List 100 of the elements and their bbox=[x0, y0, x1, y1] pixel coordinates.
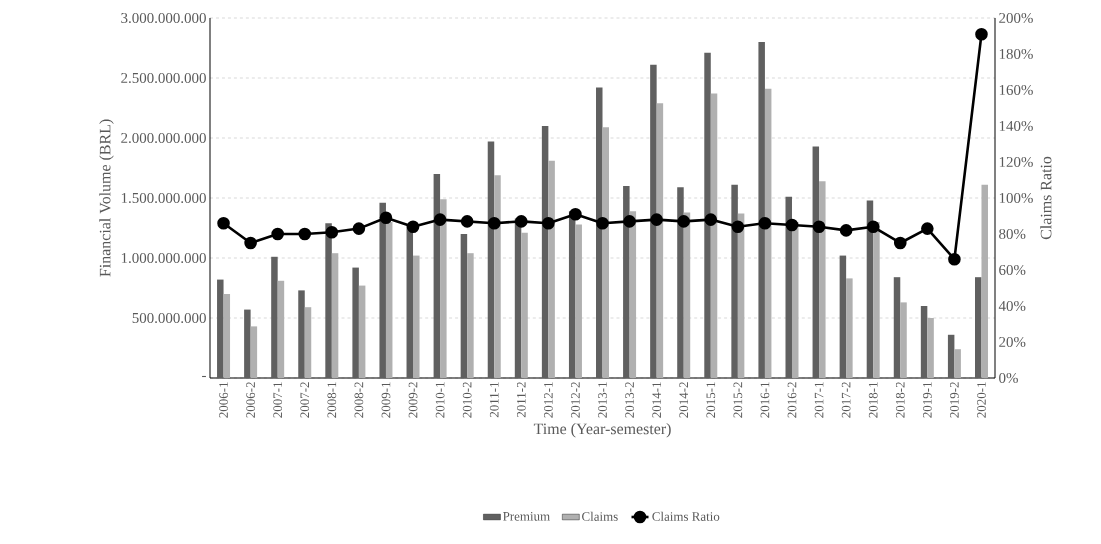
bar bbox=[650, 64, 657, 378]
x-tick-label: 2013-2 bbox=[625, 382, 634, 418]
y2-tick-label: 40% bbox=[998, 300, 1026, 312]
point bbox=[298, 227, 312, 241]
bar bbox=[785, 196, 792, 378]
bar bbox=[440, 199, 447, 378]
bar bbox=[521, 232, 528, 378]
x-tick-label: 2013-1 bbox=[598, 382, 607, 418]
y2-tick-label: 160% bbox=[999, 84, 1033, 96]
point bbox=[677, 215, 691, 228]
y2-tick-label: 0% bbox=[999, 372, 1018, 384]
point bbox=[975, 27, 988, 41]
point bbox=[515, 215, 528, 228]
y2-tick-label: 20% bbox=[999, 336, 1026, 348]
legend-label: Claims bbox=[582, 511, 618, 521]
x-tick-label: 2008-1 bbox=[327, 382, 337, 418]
point bbox=[623, 215, 636, 228]
bar bbox=[325, 223, 332, 378]
x-tick-label: 2015-2 bbox=[733, 382, 743, 418]
bar bbox=[379, 202, 386, 378]
bar bbox=[298, 290, 305, 378]
bar bbox=[331, 253, 339, 378]
bar bbox=[839, 255, 847, 378]
bar bbox=[385, 221, 393, 378]
x-tick-label: 2008-2 bbox=[354, 382, 364, 418]
y2-tick-label: 100% bbox=[999, 192, 1033, 204]
bar bbox=[217, 279, 224, 378]
y2-tick-label: 200% bbox=[999, 12, 1033, 24]
x-tick-label: 2018-2 bbox=[895, 382, 905, 418]
bar bbox=[277, 280, 285, 378]
y2-tick-label: 140% bbox=[999, 120, 1033, 132]
bar bbox=[846, 278, 853, 378]
x-tick-label: 2015-1 bbox=[706, 382, 716, 418]
y-tick-label: 3.000.000.000 bbox=[121, 12, 206, 24]
point bbox=[352, 222, 366, 235]
point bbox=[758, 216, 772, 230]
point bbox=[325, 225, 339, 239]
x-tick-label: 2019-2 bbox=[950, 382, 959, 418]
bar bbox=[927, 317, 934, 378]
bar bbox=[623, 185, 630, 378]
point bbox=[244, 236, 257, 250]
point bbox=[379, 211, 393, 225]
y2-tick-label: 80% bbox=[999, 228, 1026, 240]
x-tick-label: 2007-2 bbox=[300, 382, 310, 418]
point bbox=[271, 227, 284, 241]
x-tick-label: 2020-1 bbox=[977, 382, 986, 418]
x-tick-label: 2018-1 bbox=[868, 382, 878, 418]
x-tick-label: 2019-1 bbox=[922, 382, 932, 418]
bar bbox=[304, 307, 312, 378]
x-tick-label: 2012-2 bbox=[571, 382, 580, 418]
point bbox=[487, 216, 501, 230]
x-tick-label: 2016-2 bbox=[787, 382, 797, 418]
point bbox=[406, 220, 420, 234]
bar bbox=[596, 87, 603, 378]
x-tick-label: 2006-1 bbox=[219, 382, 228, 418]
x-tick-label: 2006-2 bbox=[246, 382, 255, 418]
point bbox=[731, 220, 745, 234]
bar bbox=[413, 255, 420, 378]
bar bbox=[223, 293, 231, 378]
point bbox=[785, 218, 799, 232]
x-tick-label: 2011-2 bbox=[516, 382, 526, 418]
bar bbox=[893, 277, 901, 378]
point bbox=[650, 213, 663, 226]
point bbox=[542, 216, 555, 230]
bar bbox=[352, 267, 359, 378]
bar bbox=[819, 181, 826, 378]
bar bbox=[467, 253, 474, 378]
y-tick-label: - bbox=[202, 375, 206, 378]
bar bbox=[460, 233, 468, 378]
point bbox=[839, 224, 853, 237]
x-tick-label: 2011-1 bbox=[489, 382, 499, 418]
bar bbox=[947, 334, 955, 378]
bar bbox=[271, 256, 278, 378]
x-tick-label: 2017-1 bbox=[814, 382, 824, 418]
x-tick-label: 2009-1 bbox=[381, 382, 391, 418]
bar bbox=[758, 41, 765, 378]
point bbox=[569, 207, 582, 221]
bar bbox=[981, 184, 988, 378]
bar bbox=[548, 160, 555, 378]
legend-label: Premium bbox=[503, 511, 550, 521]
point bbox=[704, 213, 718, 226]
y-axis-title: Financial Volume (BRL) bbox=[99, 119, 114, 277]
bar bbox=[358, 285, 366, 378]
legend-label: Claims Ratio bbox=[652, 511, 720, 521]
bar bbox=[731, 184, 738, 378]
bar bbox=[900, 302, 907, 378]
y-tick-label: 1.000.000.000 bbox=[121, 252, 206, 264]
x-tick-label: 2009-2 bbox=[408, 382, 418, 418]
x-tick-label: 2017-2 bbox=[841, 382, 851, 418]
point bbox=[893, 236, 907, 250]
point bbox=[812, 220, 826, 234]
point bbox=[596, 216, 609, 230]
x-tick-label: 2012-1 bbox=[544, 382, 553, 418]
y-tick-label: 1.500.000.000 bbox=[121, 192, 206, 204]
bar bbox=[677, 187, 684, 378]
point bbox=[921, 222, 934, 235]
x-tick-label: 2014-1 bbox=[652, 382, 662, 418]
y-tick-label: 2.000.000.000 bbox=[121, 132, 206, 144]
bar bbox=[954, 349, 961, 378]
point bbox=[948, 252, 961, 266]
